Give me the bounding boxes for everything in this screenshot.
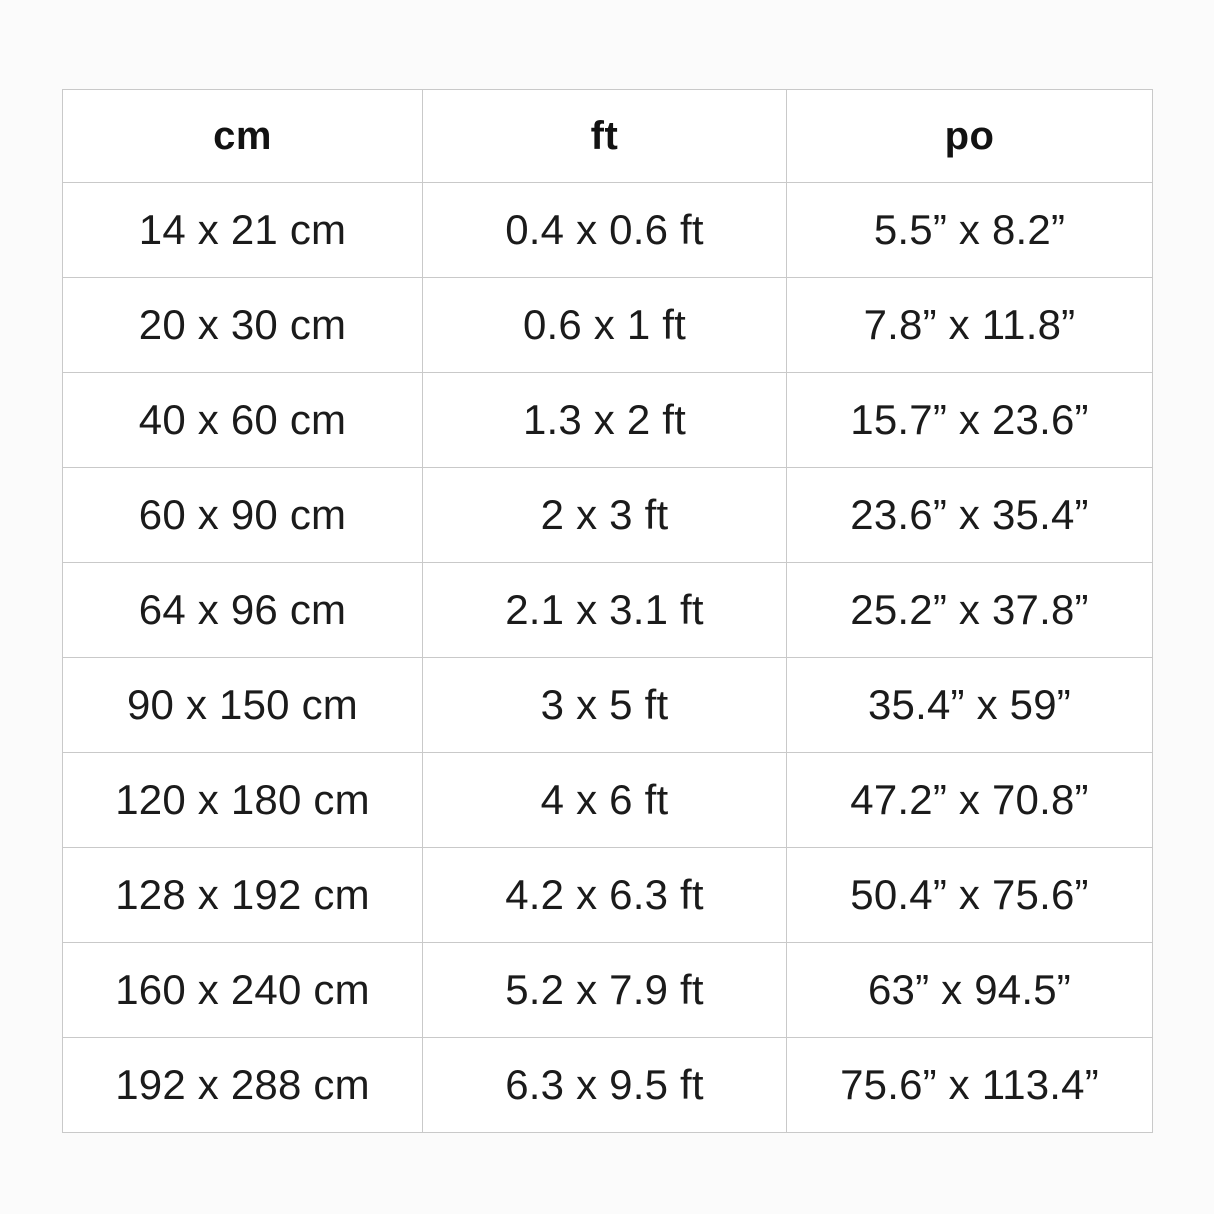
table-row: 64 x 96 cm 2.1 x 3.1 ft 25.2” x 37.8”: [62, 562, 1153, 658]
cell-po: 25.2” x 37.8”: [786, 562, 1153, 658]
cell-po: 63” x 94.5”: [786, 942, 1153, 1038]
table-body: 14 x 21 cm 0.4 x 0.6 ft 5.5” x 8.2” 20 x 30…: [62, 182, 1153, 1133]
table-header: cm ft po: [62, 89, 1153, 183]
size-conversion-table-container: cm ft po 14 x 21 cm 0.4 x 0.6 ft 5.5” x 8.…: [62, 89, 1153, 1133]
cell-cm: 20 x 30 cm: [62, 277, 423, 373]
column-header-cm: cm: [62, 89, 423, 183]
table-row: 120 x 180 cm 4 x 6 ft 47.2” x 70.8”: [62, 752, 1153, 848]
column-header-po: po: [786, 89, 1153, 183]
cell-po: 7.8” x 11.8”: [786, 277, 1153, 373]
table-row: 60 x 90 cm 2 x 3 ft 23.6” x 35.4”: [62, 467, 1153, 563]
table-row: 14 x 21 cm 0.4 x 0.6 ft 5.5” x 8.2”: [62, 182, 1153, 278]
cell-cm: 60 x 90 cm: [62, 467, 423, 563]
cell-ft: 2.1 x 3.1 ft: [422, 562, 787, 658]
cell-po: 47.2” x 70.8”: [786, 752, 1153, 848]
cell-cm: 64 x 96 cm: [62, 562, 423, 658]
table-row: 160 x 240 cm 5.2 x 7.9 ft 63” x 94.5”: [62, 942, 1153, 1038]
cell-ft: 0.4 x 0.6 ft: [422, 182, 787, 278]
cell-po: 35.4” x 59”: [786, 657, 1153, 753]
cell-cm: 90 x 150 cm: [62, 657, 423, 753]
cell-cm: 192 x 288 cm: [62, 1037, 423, 1133]
cell-po: 75.6” x 113.4”: [786, 1037, 1153, 1133]
table-row: 90 x 150 cm 3 x 5 ft 35.4” x 59”: [62, 657, 1153, 753]
cell-po: 23.6” x 35.4”: [786, 467, 1153, 563]
table-row: 192 x 288 cm 6.3 x 9.5 ft 75.6” x 113.4”: [62, 1037, 1153, 1133]
size-conversion-table: cm ft po 14 x 21 cm 0.4 x 0.6 ft 5.5” x 8.…: [62, 89, 1153, 1133]
cell-cm: 40 x 60 cm: [62, 372, 423, 468]
cell-ft: 4.2 x 6.3 ft: [422, 847, 787, 943]
cell-ft: 6.3 x 9.5 ft: [422, 1037, 787, 1133]
table-row: 20 x 30 cm 0.6 x 1 ft 7.8” x 11.8”: [62, 277, 1153, 373]
cell-ft: 2 x 3 ft: [422, 467, 787, 563]
cell-ft: 1.3 x 2 ft: [422, 372, 787, 468]
table-header-row: cm ft po: [62, 89, 1153, 183]
cell-cm: 120 x 180 cm: [62, 752, 423, 848]
column-header-ft: ft: [422, 89, 787, 183]
cell-cm: 128 x 192 cm: [62, 847, 423, 943]
cell-cm: 160 x 240 cm: [62, 942, 423, 1038]
cell-ft: 0.6 x 1 ft: [422, 277, 787, 373]
cell-ft: 5.2 x 7.9 ft: [422, 942, 787, 1038]
cell-ft: 3 x 5 ft: [422, 657, 787, 753]
table-row: 40 x 60 cm 1.3 x 2 ft 15.7” x 23.6”: [62, 372, 1153, 468]
cell-po: 15.7” x 23.6”: [786, 372, 1153, 468]
cell-ft: 4 x 6 ft: [422, 752, 787, 848]
cell-po: 5.5” x 8.2”: [786, 182, 1153, 278]
cell-cm: 14 x 21 cm: [62, 182, 423, 278]
cell-po: 50.4” x 75.6”: [786, 847, 1153, 943]
table-row: 128 x 192 cm 4.2 x 6.3 ft 50.4” x 75.6”: [62, 847, 1153, 943]
